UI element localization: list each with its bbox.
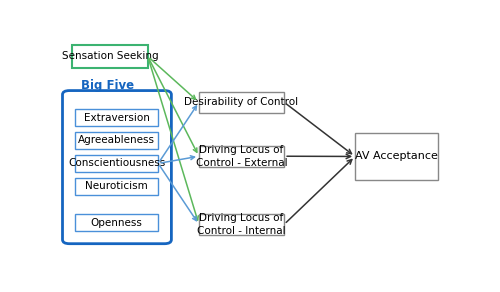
Bar xyxy=(75,178,158,195)
Text: Openness: Openness xyxy=(90,218,142,228)
Text: Agreeableness: Agreeableness xyxy=(78,135,155,145)
Text: Sensation Seeking: Sensation Seeking xyxy=(62,51,158,61)
Bar xyxy=(75,214,158,231)
Bar xyxy=(199,214,284,235)
Text: Big Five: Big Five xyxy=(81,79,134,92)
Text: Neuroticism: Neuroticism xyxy=(85,181,148,191)
Text: Conscientiousness: Conscientiousness xyxy=(68,159,165,168)
Bar xyxy=(199,146,284,166)
Bar xyxy=(355,133,438,180)
Text: Driving Locus of
Control - Internal: Driving Locus of Control - Internal xyxy=(197,213,286,236)
FancyBboxPatch shape xyxy=(62,91,172,244)
Bar xyxy=(72,45,148,68)
Text: Driving Locus of
Control - External: Driving Locus of Control - External xyxy=(196,145,288,168)
Bar xyxy=(75,155,158,172)
Text: Extraversion: Extraversion xyxy=(84,112,150,123)
Text: AV Acceptance: AV Acceptance xyxy=(356,152,438,161)
Text: Desirability of Control: Desirability of Control xyxy=(184,97,298,107)
Bar xyxy=(199,92,284,113)
Bar xyxy=(75,109,158,126)
Bar xyxy=(75,132,158,149)
